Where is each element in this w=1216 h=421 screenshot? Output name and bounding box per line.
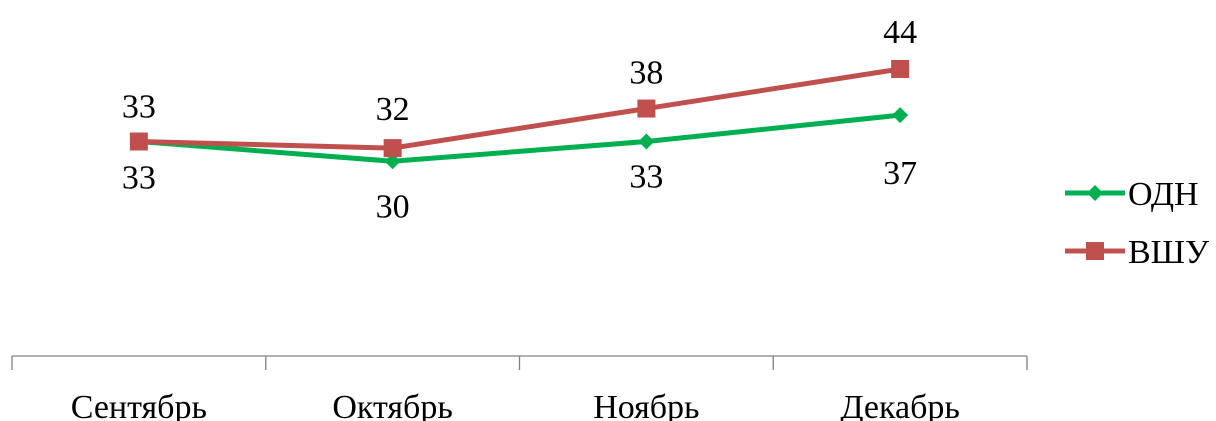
point-одн-1: [384, 153, 401, 170]
data-labels: 33 30 33 37 33 32 38 44: [122, 14, 917, 225]
series-вшу: [129, 60, 910, 158]
x-tick-label-1: Октябрь: [332, 389, 452, 421]
data-label-одн-2: 33: [629, 159, 663, 196]
series-line-вшу: [138, 66, 901, 151]
data-label-одн-1: 30: [376, 188, 410, 225]
legend-marker-diamond: [1087, 185, 1103, 201]
data-label-одн-3: 37: [883, 155, 917, 192]
legend-item-вшу: ВШУ: [1065, 234, 1210, 271]
point-одн-3: [892, 107, 909, 124]
legend-label-вшу: ВШУ: [1128, 234, 1210, 271]
data-label-одн-0: 33: [122, 160, 156, 197]
point-вшу-3: [891, 60, 910, 78]
point-вшу-0: [129, 132, 148, 151]
data-label-вшу-2: 38: [629, 55, 663, 92]
point-одн-2: [638, 133, 655, 150]
series-line-одн: [138, 112, 901, 164]
plot-area: [129, 60, 910, 170]
x-axis: Сентябрь Октябрь Ноябрь Декабрь: [11, 355, 1028, 421]
x-tick-label-0: Сентябрь: [71, 389, 207, 421]
legend-marker-square: [1086, 242, 1104, 260]
legend-label-одн: ОДН: [1128, 176, 1199, 213]
point-вшу-2: [637, 99, 656, 118]
series-одн: [130, 107, 909, 170]
data-label-вшу-1: 32: [376, 91, 410, 128]
x-tick-label-2: Ноябрь: [593, 389, 699, 421]
data-label-вшу-0: 33: [122, 89, 156, 126]
x-tick-label-3: Декабрь: [840, 389, 960, 421]
point-вшу-1: [383, 139, 402, 158]
data-label-вшу-3: 44: [883, 14, 917, 51]
legend: ОДН ВШУ: [1065, 176, 1210, 271]
legend-item-одн: ОДН: [1065, 176, 1199, 213]
